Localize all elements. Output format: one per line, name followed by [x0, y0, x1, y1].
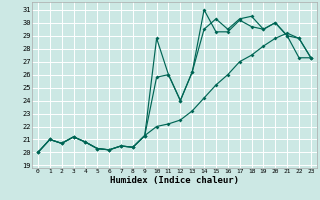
X-axis label: Humidex (Indice chaleur): Humidex (Indice chaleur) [110, 176, 239, 185]
